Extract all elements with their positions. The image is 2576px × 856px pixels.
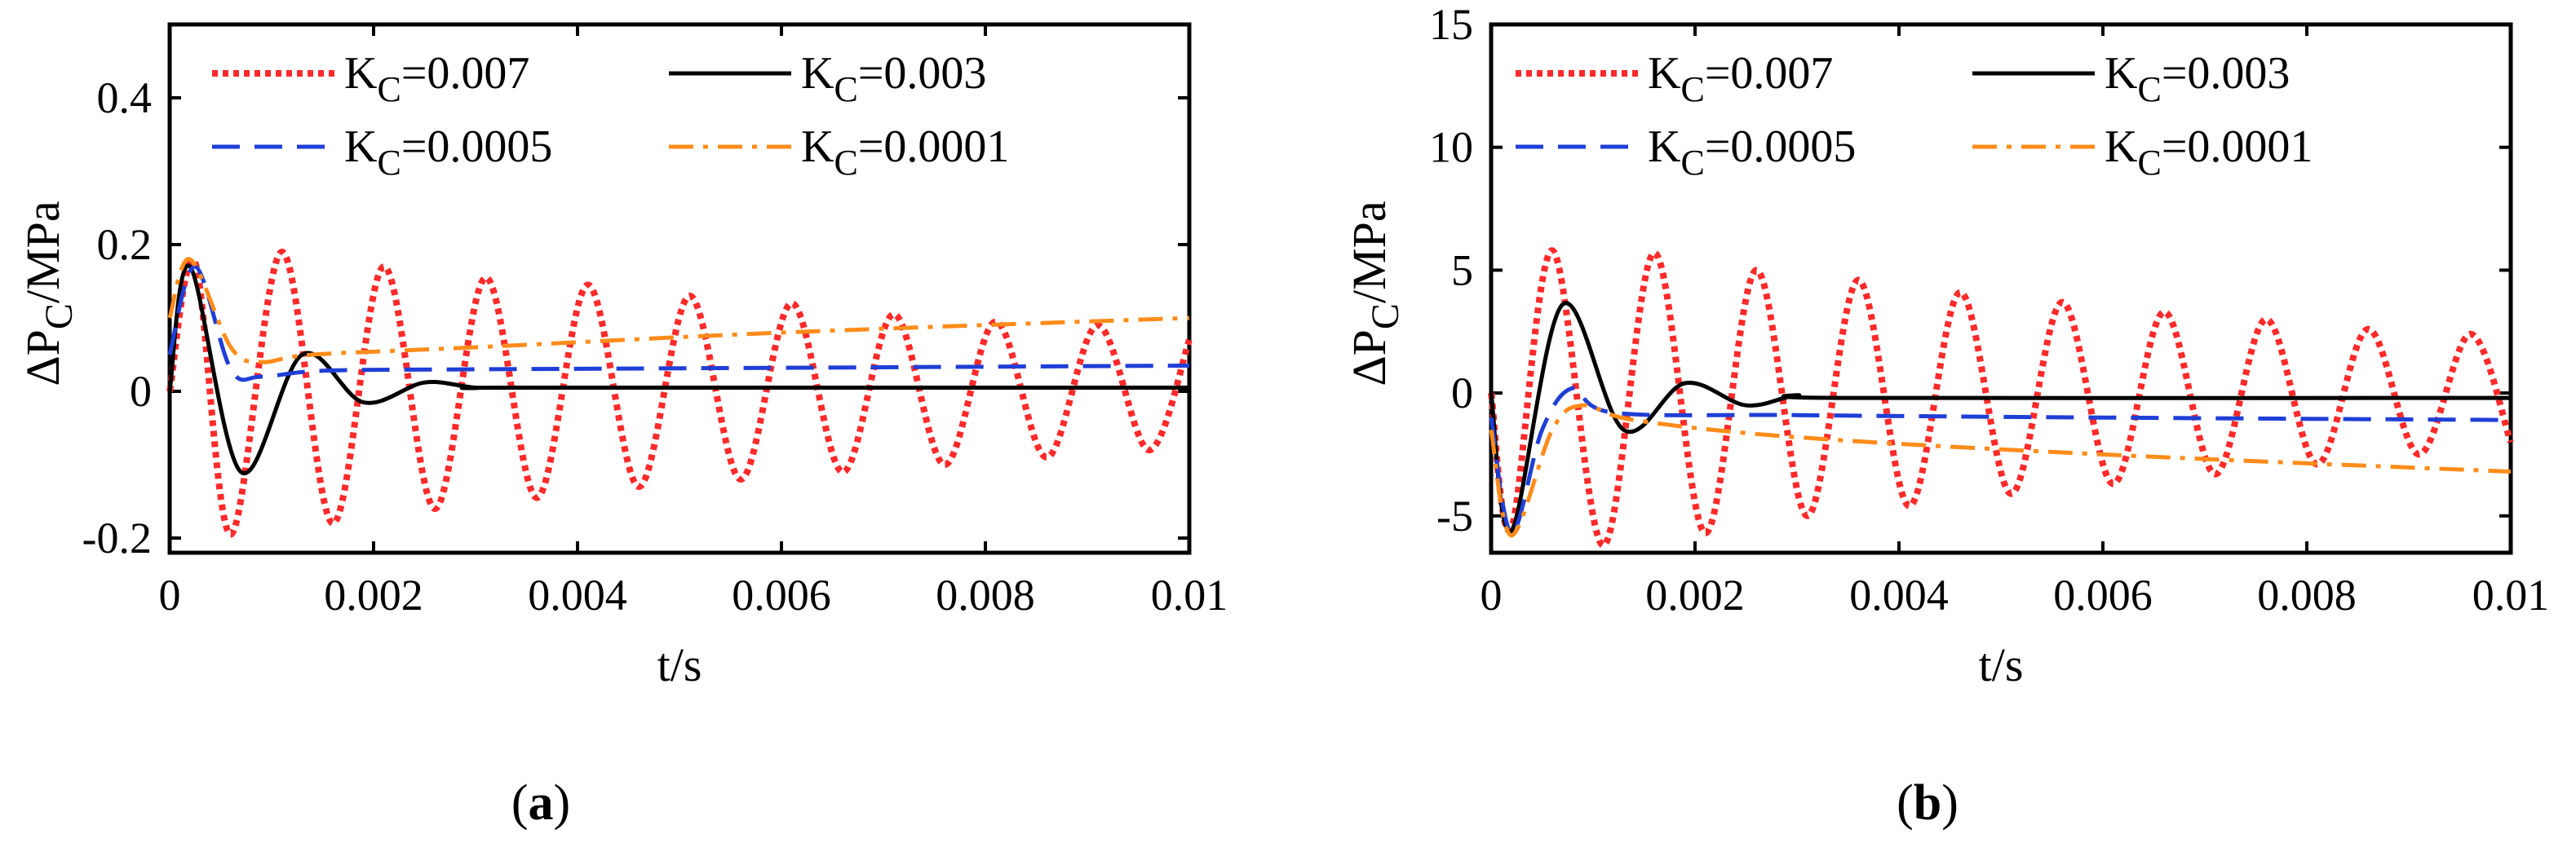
y-tick-label: 0 [1451, 368, 1473, 417]
svg-text:ΔPC/MPa: ΔPC/MPa [16, 201, 81, 386]
series-line-k-c-0-0001 [1489, 403, 2512, 538]
svg-text:ΔPC/MPa: ΔPC/MPa [1343, 201, 1407, 386]
y-tick-label: 0 [130, 367, 152, 416]
legend-label: KC=0.0001 [801, 121, 1009, 183]
y-tick-label: 10 [1429, 123, 1473, 172]
series-line-k-c-0-007 [1488, 247, 2514, 549]
x-tick-label: 0.004 [528, 571, 627, 620]
panel-label-a: (a) [511, 775, 570, 831]
panel-label-b: (b) [1897, 775, 1959, 831]
series-line-k-c-0-0005 [167, 264, 1190, 382]
series-line-k-c-0-003 [1489, 301, 2512, 534]
legend-label: KC=0.007 [1648, 48, 1833, 109]
legend-label: KC=0.003 [2105, 48, 2290, 109]
x-tick-label: 0.01 [1151, 571, 1228, 620]
series-line-k-c-0-007 [166, 248, 1193, 538]
x-axis-label: t/s [1979, 638, 2024, 691]
x-tick-label: 0.002 [1645, 571, 1745, 620]
series-layer [166, 248, 1193, 538]
series-layer [1488, 247, 2514, 549]
series-line-k-c-0-0001 [167, 257, 1190, 364]
legend-label: KC=0.0001 [2105, 121, 2313, 183]
legend-label: KC=0.007 [344, 48, 529, 109]
legend-label: KC=0.003 [801, 48, 986, 109]
legend-label: KC=0.0005 [1648, 121, 1856, 183]
y-tick-label: 5 [1451, 245, 1473, 294]
plot-area-frame [167, 22, 1192, 555]
x-tick-label: 0.006 [732, 571, 831, 620]
series-line-k-c-0-0005 [1489, 386, 2512, 536]
axis-ticks: 0 0.002 0.004 0.006 0.008 0.01-0.200.20.4 [82, 24, 1228, 620]
x-tick-label: 0 [159, 571, 181, 620]
y-tick-label: 0.2 [97, 220, 153, 269]
legend: KC=0.007 KC=0.003 KC=0.0005 KC=0.0001 [212, 48, 1009, 183]
x-axis-label: t/s [657, 638, 702, 691]
chart-panel-a: 0 0.002 0.004 0.006 0.008 0.01-0.200.20.4 KC=… [16, 22, 1228, 831]
y-tick-label: -0.2 [82, 514, 152, 563]
y-tick-label: 0.4 [97, 73, 153, 122]
y-axis-label: ΔPC/MPa [16, 201, 81, 386]
x-tick-label: 0 [1481, 571, 1503, 620]
x-tick-label: 0.006 [2053, 571, 2153, 620]
legend-label: KC=0.0005 [344, 121, 552, 183]
x-tick-label: 0.002 [324, 571, 423, 620]
y-axis-label: ΔPC/MPa [1343, 201, 1407, 386]
x-tick-label: 0.004 [1849, 571, 1949, 620]
x-tick-label: 0.008 [2257, 571, 2357, 620]
legend: KC=0.007 KC=0.003 KC=0.0005 KC=0.0001 [1516, 48, 2313, 183]
series-line-k-c-0-003 [167, 263, 1189, 475]
y-tick-label: 15 [1429, 0, 1473, 49]
x-tick-label: 0.008 [936, 571, 1035, 620]
y-tick-label: -5 [1436, 492, 1473, 541]
x-tick-label: 0.01 [2472, 571, 2550, 620]
plot-area-frame [1489, 22, 2513, 555]
